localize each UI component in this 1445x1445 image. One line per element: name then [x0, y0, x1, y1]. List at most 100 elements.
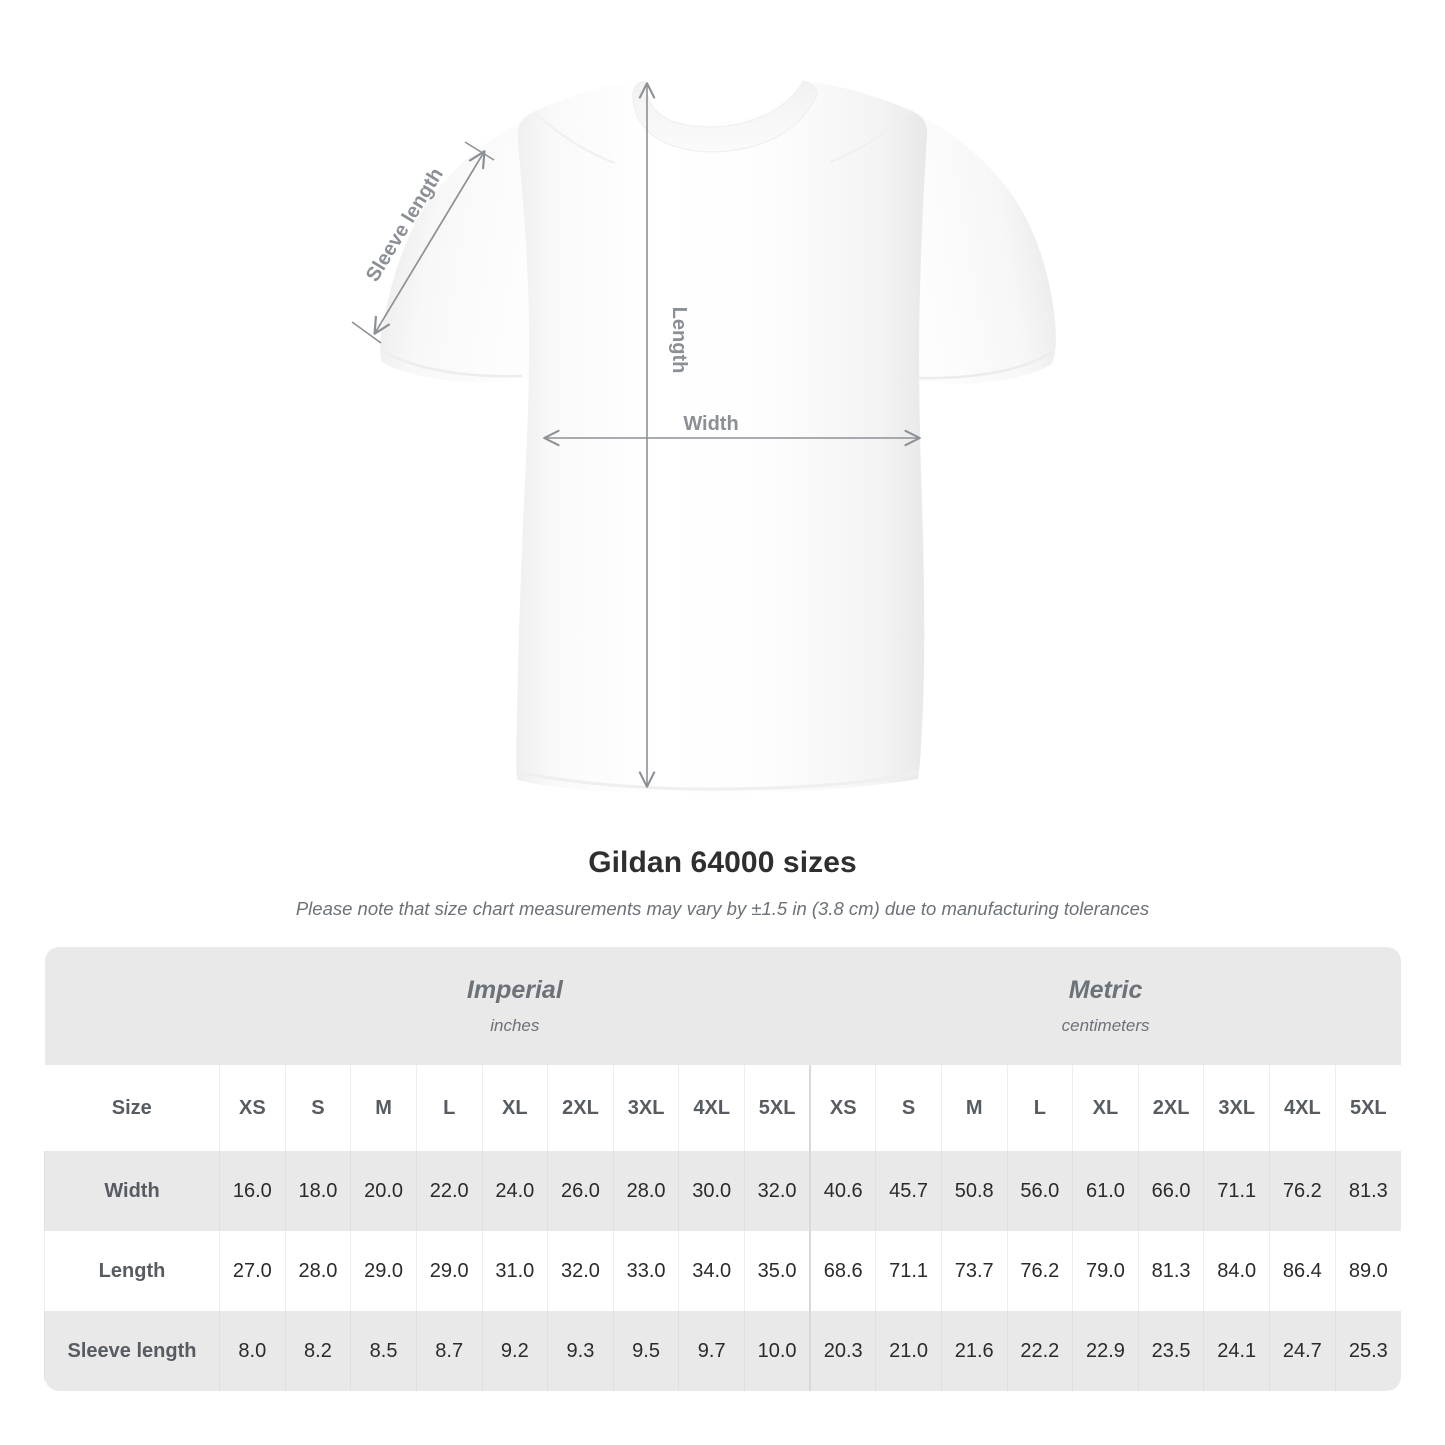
unit-banner-spacer — [44, 947, 220, 1065]
measurement-cell: 71.1 — [875, 1231, 942, 1311]
measurement-cell: 31.0 — [481, 1231, 548, 1311]
measurement-cell: 79.0 — [1072, 1231, 1139, 1311]
left-sleeve-hem — [384, 350, 523, 378]
measurement-cell: 16.0 — [219, 1151, 286, 1231]
measurement-cell: 66.0 — [1137, 1151, 1204, 1231]
size-column-header: S — [284, 1065, 351, 1151]
row-label: Width — [44, 1151, 220, 1231]
size-column-header: XL — [481, 1065, 548, 1151]
right-shoulder-seam — [829, 109, 911, 164]
title-block: Gildan 64000 sizes Please note that size… — [0, 845, 1445, 921]
size-column-header: XL — [1072, 1065, 1139, 1151]
measurement-cell: 22.9 — [1072, 1311, 1139, 1391]
measurement-cell: 29.0 — [350, 1231, 417, 1311]
measurement-cell: 71.1 — [1203, 1151, 1270, 1231]
row-label: Sleeve length — [44, 1311, 220, 1391]
measurement-cell: 61.0 — [1072, 1151, 1139, 1231]
measurement-cell: 23.5 — [1137, 1311, 1204, 1391]
unit-banner-row: Imperial inches Metric centimeters — [44, 947, 1401, 1065]
measurement-cell: 73.7 — [940, 1231, 1008, 1311]
measurement-cell: 68.6 — [809, 1231, 876, 1311]
measurement-cell: 8.5 — [350, 1311, 417, 1391]
measurement-cell: 22.2 — [1006, 1311, 1073, 1391]
measurement-cell: 9.5 — [612, 1311, 679, 1391]
unit-name: Imperial — [466, 976, 563, 1005]
measurement-cell: 9.7 — [678, 1311, 745, 1391]
unit-subtitle: centimeters — [1061, 1016, 1150, 1036]
tolerance-note: Please note that size chart measurements… — [295, 898, 1150, 919]
table-row: Length 27.0 28.0 29.0 29.0 31.0 32.0 33.0 34.0 35… — [44, 1231, 1401, 1311]
row-header-size: Size — [44, 1065, 220, 1151]
bottom-hem — [517, 770, 920, 791]
measurement-cell: 76.2 — [1006, 1231, 1073, 1311]
measurement-cell: 18.0 — [284, 1151, 351, 1231]
measurement-cell: 56.0 — [1006, 1151, 1073, 1231]
width-label: Width — [683, 413, 738, 435]
size-column-header: L — [1006, 1065, 1073, 1151]
measurement-cell: 34.0 — [678, 1231, 745, 1311]
tshirt-diagram: Sleeve length Length Width — [351, 80, 1056, 794]
measurement-cell: 24.0 — [481, 1151, 548, 1231]
width-measure: Width — [545, 413, 919, 438]
measurement-cell: 89.0 — [1334, 1231, 1401, 1311]
size-column-header: 2XL — [547, 1065, 614, 1151]
measurement-cell: 8.7 — [415, 1311, 483, 1391]
measurement-cell: 45.7 — [875, 1151, 942, 1231]
table-row: Width 16.0 18.0 20.0 22.0 24.0 26.0 28.0 30.0 32.… — [44, 1151, 1401, 1231]
size-header-row: Size XS S M L XL 2XL 3XL 4XL 5XL XS S M L XL 2XL 3XL 4XL 5… — [44, 1065, 1401, 1151]
measurement-cell: 24.7 — [1269, 1311, 1336, 1391]
size-column-header: 5XL — [744, 1065, 811, 1151]
size-column-header: 2XL — [1137, 1065, 1204, 1151]
measurement-cell: 24.1 — [1203, 1311, 1270, 1391]
measurement-cell: 21.0 — [875, 1311, 942, 1391]
measurement-cell: 81.3 — [1137, 1231, 1204, 1311]
size-column-header: M — [350, 1065, 417, 1151]
size-column-header: XS — [219, 1065, 286, 1151]
size-chart-table: Imperial inches Metric centimeters Size XS S M L… — [44, 947, 1401, 1391]
shirt-body — [516, 80, 928, 794]
size-column-header: 4XL — [678, 1065, 745, 1151]
left-sleeve — [380, 118, 534, 383]
right-sleeve — [908, 112, 1056, 385]
measurement-cell: 81.3 — [1334, 1151, 1401, 1231]
unit-subtitle: inches — [490, 1016, 540, 1036]
measurement-cell: 50.8 — [940, 1151, 1008, 1231]
size-column-header: XS — [809, 1065, 876, 1151]
length-label: Length — [668, 307, 690, 374]
size-column-header: L — [415, 1065, 483, 1151]
size-column-header: 5XL — [1334, 1065, 1401, 1151]
measurement-cell: 20.3 — [809, 1311, 876, 1391]
measurement-cell: 30.0 — [678, 1151, 745, 1231]
measurement-cell: 33.0 — [612, 1231, 679, 1311]
measurement-cell: 8.2 — [284, 1311, 351, 1391]
measurement-cell: 29.0 — [415, 1231, 483, 1311]
collar — [632, 80, 818, 153]
size-column-header: 3XL — [612, 1065, 679, 1151]
left-shoulder-seam — [534, 112, 616, 165]
measurement-cell: 35.0 — [744, 1231, 811, 1311]
unit-banner-metric: Metric centimeters — [810, 947, 1401, 1065]
size-column-header: 3XL — [1203, 1065, 1270, 1151]
shirt-shape — [380, 80, 1056, 794]
measurement-cell: 76.2 — [1269, 1151, 1336, 1231]
right-sleeve-hem — [917, 350, 1053, 380]
sleeve-length-arrow — [375, 152, 484, 333]
measurement-cell: 28.0 — [284, 1231, 351, 1311]
measurement-cell: 25.3 — [1334, 1311, 1401, 1391]
measurement-cell: 22.0 — [415, 1151, 483, 1231]
measurement-cell: 21.6 — [940, 1311, 1008, 1391]
size-column-header: 4XL — [1269, 1065, 1336, 1151]
measurement-cell: 28.0 — [612, 1151, 679, 1231]
size-column-header: M — [940, 1065, 1008, 1151]
measurement-cell: 27.0 — [219, 1231, 286, 1311]
measurement-cell: 86.4 — [1269, 1231, 1336, 1311]
measurement-cell: 84.0 — [1203, 1231, 1270, 1311]
page-title: Gildan 64000 sizes — [588, 846, 857, 879]
measurement-cell: 9.2 — [481, 1311, 548, 1391]
sleeve-tick-bottom — [351, 321, 382, 344]
size-chart-table-wrapper: Imperial inches Metric centimeters Size XS S M L… — [44, 947, 1401, 1391]
measurement-cell: 20.0 — [350, 1151, 417, 1231]
measurement-cell: 10.0 — [744, 1311, 811, 1391]
measurement-cell: 26.0 — [547, 1151, 614, 1231]
row-label: Length — [44, 1231, 220, 1311]
